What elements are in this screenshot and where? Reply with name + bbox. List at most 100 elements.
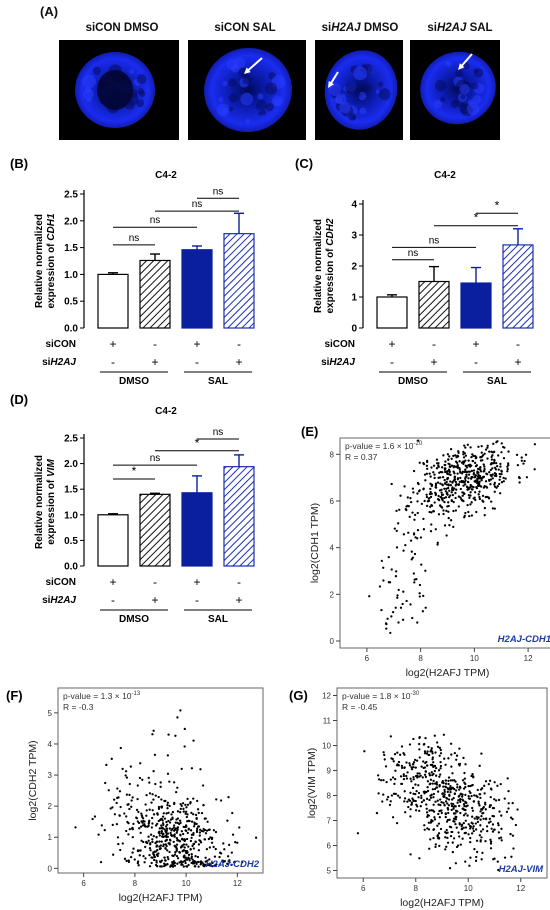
data-point	[449, 742, 453, 745]
data-point	[172, 824, 176, 827]
data-point	[194, 855, 197, 858]
data-point	[493, 798, 496, 801]
data-point	[176, 810, 180, 813]
data-point	[149, 843, 152, 846]
y-tick-label: 7	[327, 817, 332, 826]
data-point	[150, 826, 154, 829]
data-point	[125, 859, 128, 863]
data-point	[383, 753, 386, 757]
data-point	[194, 813, 198, 817]
data-point	[493, 474, 497, 477]
data-point	[381, 800, 384, 803]
data-point	[465, 466, 469, 469]
data-point	[119, 848, 122, 852]
data-point	[439, 752, 443, 755]
data-point	[378, 585, 382, 588]
data-point	[148, 819, 151, 822]
x-tick-label: 12	[516, 884, 525, 893]
data-point	[410, 780, 413, 783]
data-point	[457, 831, 460, 834]
data-point	[464, 446, 467, 449]
data-point	[91, 817, 94, 821]
data-point	[418, 809, 421, 813]
data-point	[421, 776, 424, 779]
x-tick-label: 6	[361, 884, 366, 893]
data-point	[462, 799, 465, 802]
panel-letter: (G)	[289, 688, 308, 703]
data-point	[485, 825, 489, 828]
data-point	[162, 812, 165, 815]
data-point	[426, 764, 429, 767]
data-point	[382, 793, 385, 796]
data-point	[169, 839, 172, 842]
data-point	[430, 511, 433, 514]
data-point	[437, 464, 440, 467]
data-point	[444, 815, 447, 819]
data-point	[431, 819, 434, 823]
data-point	[454, 454, 457, 457]
y-tick-label: 2.5	[64, 434, 78, 445]
data-point	[459, 470, 462, 473]
data-point	[453, 751, 456, 755]
data-point	[464, 793, 467, 797]
data-point	[476, 471, 479, 475]
data-point	[397, 621, 400, 624]
data-point	[446, 818, 450, 822]
data-point	[192, 831, 195, 835]
data-point	[410, 801, 414, 804]
data-point	[382, 778, 385, 782]
data-point	[464, 454, 467, 457]
data-point	[438, 754, 441, 757]
data-point	[151, 733, 154, 736]
bar	[460, 282, 492, 329]
data-point	[466, 480, 470, 484]
legend-sign: +	[430, 355, 437, 369]
data-point	[472, 829, 475, 833]
data-point	[167, 857, 170, 861]
data-point	[479, 459, 483, 462]
data-point	[140, 812, 143, 815]
data-point	[157, 795, 160, 799]
data-point	[131, 851, 134, 854]
data-point	[449, 779, 453, 782]
data-point	[433, 734, 436, 737]
x-tick-label: 12	[233, 879, 242, 888]
data-point	[164, 847, 167, 850]
y-tick-label: 0	[48, 864, 53, 873]
data-point	[425, 504, 429, 508]
data-point	[449, 465, 452, 469]
data-point	[185, 815, 189, 819]
data-point	[196, 860, 200, 864]
data-point	[483, 506, 487, 510]
data-point	[368, 595, 371, 598]
data-point	[199, 860, 202, 864]
data-point	[149, 833, 153, 836]
data-point	[181, 860, 184, 863]
data-point	[399, 753, 402, 756]
data-point	[458, 468, 461, 471]
data-point	[196, 827, 199, 830]
data-point	[491, 806, 495, 810]
nucleus-image	[204, 47, 292, 133]
data-point	[479, 830, 483, 833]
data-point	[168, 821, 172, 824]
data-point	[425, 797, 429, 800]
data-point	[192, 813, 195, 816]
data-point	[454, 809, 458, 812]
data-point	[456, 844, 460, 847]
data-point	[471, 809, 475, 812]
data-point	[423, 766, 427, 769]
data-point	[426, 500, 430, 503]
data-point	[127, 803, 130, 806]
data-point	[166, 801, 169, 804]
data-point	[192, 842, 196, 846]
data-point	[444, 831, 447, 834]
data-point	[452, 807, 455, 810]
data-point	[151, 793, 154, 796]
data-point	[420, 794, 423, 797]
data-point	[452, 500, 455, 504]
p-value-label: p-value = 1.6 × 10-20	[345, 441, 423, 451]
data-point	[408, 762, 411, 765]
data-point	[188, 819, 191, 823]
data-point	[426, 780, 430, 783]
